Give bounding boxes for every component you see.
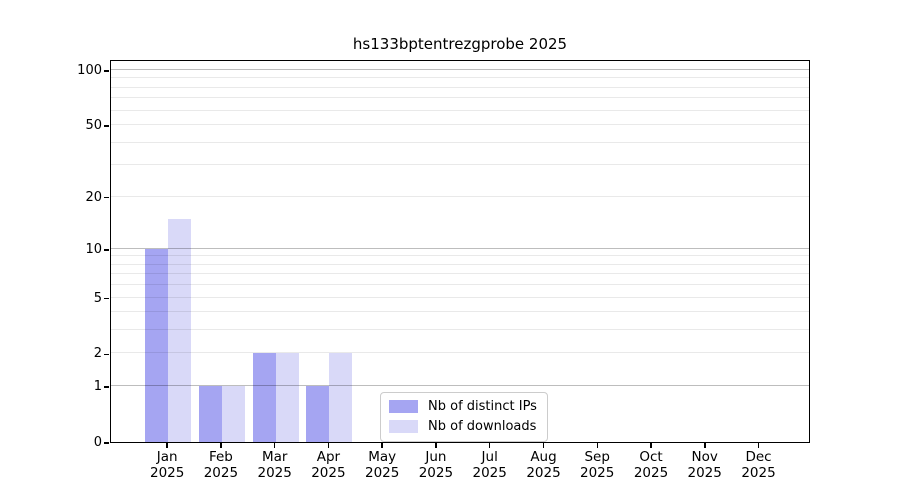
x-tick-label: Aug 2025 — [526, 449, 561, 481]
x-tick-label: Jan 2025 — [150, 449, 185, 481]
legend-label-distinct-ips: Nb of distinct IPs — [428, 399, 537, 414]
y-tick-label: 10 — [85, 241, 102, 257]
bar-distinct-ips — [252, 353, 276, 442]
y-tick-label: 5 — [93, 290, 102, 306]
gridline-major — [111, 69, 809, 70]
x-tick-label: Oct 2025 — [633, 449, 669, 481]
x-tick-label: May 2025 — [365, 449, 400, 481]
gridline-minor — [111, 296, 809, 298]
y-tick-label: 50 — [85, 118, 102, 134]
bar-downloads — [329, 353, 353, 442]
gridline-major — [111, 247, 809, 249]
y-tick-mark — [104, 125, 109, 127]
bar-distinct-ips — [145, 248, 169, 442]
gridline-minor — [111, 124, 809, 126]
legend-item-downloads: Nb of downloads — [389, 419, 537, 434]
x-tick-mark — [542, 443, 545, 448]
x-tick-label: Nov 2025 — [687, 449, 722, 481]
bar-downloads — [168, 218, 192, 442]
x-tick-mark — [273, 443, 276, 448]
gridline-minor — [111, 311, 809, 313]
x-tick-mark — [704, 443, 706, 448]
y-tick-mark — [104, 297, 109, 300]
x-tick-mark — [596, 443, 598, 448]
legend-swatch-downloads — [389, 420, 418, 433]
gridline-minor — [111, 195, 809, 197]
gridline-minor — [111, 273, 809, 275]
gridline-minor — [111, 284, 809, 286]
x-tick-mark — [381, 443, 383, 448]
gridline-minor — [111, 329, 809, 331]
chart-title: hs133bptentrezgprobe 2025 — [352, 35, 568, 53]
x-tick-mark — [327, 443, 330, 448]
gridline-minor — [111, 109, 809, 111]
y-tick-label: 100 — [77, 63, 102, 78]
x-tick-label: Mar 2025 — [257, 449, 292, 481]
bar-downloads — [275, 353, 299, 442]
x-tick-label: Dec 2025 — [741, 449, 776, 481]
x-tick-mark — [650, 443, 652, 448]
y-tick-mark — [104, 353, 109, 356]
gridline-minor — [111, 97, 809, 99]
gridline-minor — [111, 255, 809, 257]
gridline-minor — [111, 86, 809, 88]
bar-distinct-ips — [199, 386, 222, 442]
legend-swatch-distinct-ips — [389, 400, 418, 413]
x-tick-label: Feb 2025 — [203, 449, 239, 481]
y-tick-mark — [104, 249, 109, 251]
y-tick-mark — [104, 196, 109, 199]
legend: Nb of distinct IPs Nb of downloads — [380, 392, 548, 442]
legend-item-distinct-ips: Nb of distinct IPs — [389, 399, 537, 414]
x-tick-mark — [220, 443, 222, 448]
x-tick-mark — [435, 443, 437, 448]
y-tick-mark — [104, 386, 109, 388]
legend-label-downloads: Nb of downloads — [428, 419, 537, 434]
x-tick-label: Jul 2025 — [472, 449, 507, 481]
x-tick-mark — [757, 443, 760, 448]
y-tick-mark — [104, 70, 109, 72]
gridline-minor — [111, 263, 809, 265]
x-tick-label: Jun 2025 — [418, 449, 454, 481]
y-tick-label: 2 — [93, 346, 102, 362]
x-tick-label: Apr 2025 — [311, 449, 346, 481]
x-tick-label: Sep 2025 — [580, 449, 615, 481]
y-tick-label: 0 — [93, 435, 102, 450]
gridline-minor — [111, 141, 809, 143]
plot-area: Nb of distinct IPs Nb of downloads — [110, 60, 810, 443]
gridline-minor — [111, 164, 809, 166]
bar-downloads — [222, 386, 245, 442]
x-tick-mark — [166, 443, 168, 448]
gridline-minor — [111, 77, 809, 79]
y-tick-mark — [104, 442, 109, 444]
y-tick-label: 20 — [85, 189, 102, 205]
y-tick-label: 1 — [93, 379, 102, 395]
bar-distinct-ips — [306, 386, 330, 442]
gridline-minor — [111, 352, 809, 354]
x-tick-mark — [488, 443, 491, 448]
